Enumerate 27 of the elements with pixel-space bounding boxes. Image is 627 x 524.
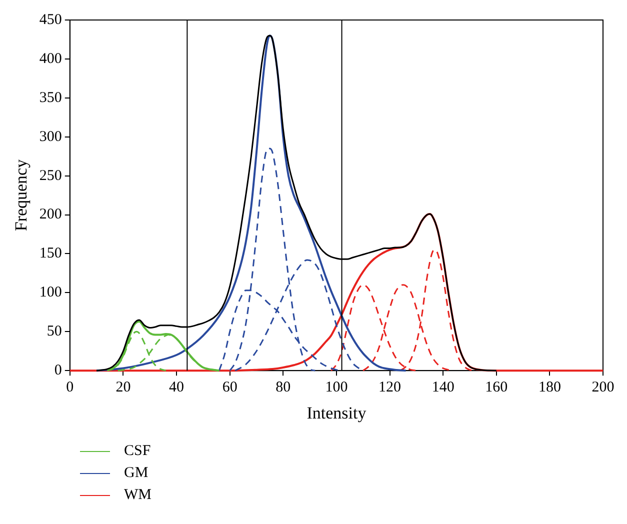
- x-tick-label: 20: [116, 380, 131, 396]
- y-tick-label: 0: [54, 362, 62, 379]
- y-axis-title: Frequency: [12, 158, 31, 232]
- x-tick-label: 120: [378, 380, 402, 396]
- x-tick-label: 200: [592, 380, 614, 396]
- x-tick-label: 180: [538, 380, 561, 396]
- legend-label: WM: [124, 486, 152, 504]
- x-tick-label: 40: [169, 380, 184, 396]
- y-tick-label: 400: [39, 50, 62, 67]
- x-tick-label: 0: [66, 380, 74, 396]
- y-tick-label: 300: [39, 128, 62, 145]
- x-tick-label: 140: [432, 380, 454, 396]
- x-tick-label: 80: [276, 380, 291, 396]
- x-tick-label: 160: [485, 380, 508, 396]
- x-tick-label: 60: [222, 380, 238, 396]
- y-tick-label: 100: [39, 284, 62, 301]
- x-tick-label: 100: [325, 380, 348, 396]
- legend-label: CSF: [124, 442, 151, 460]
- y-tick-label: 250: [39, 168, 62, 184]
- legend-label: GM: [124, 464, 148, 482]
- y-tick-label: 50: [46, 324, 62, 340]
- y-tick-label: 150: [39, 246, 62, 262]
- y-tick-label: 450: [39, 12, 62, 28]
- x-axis-title: Intensity: [306, 403, 367, 422]
- y-tick-label: 200: [39, 206, 62, 223]
- y-tick-label: 350: [39, 90, 62, 106]
- line-series: [96, 34, 407, 372]
